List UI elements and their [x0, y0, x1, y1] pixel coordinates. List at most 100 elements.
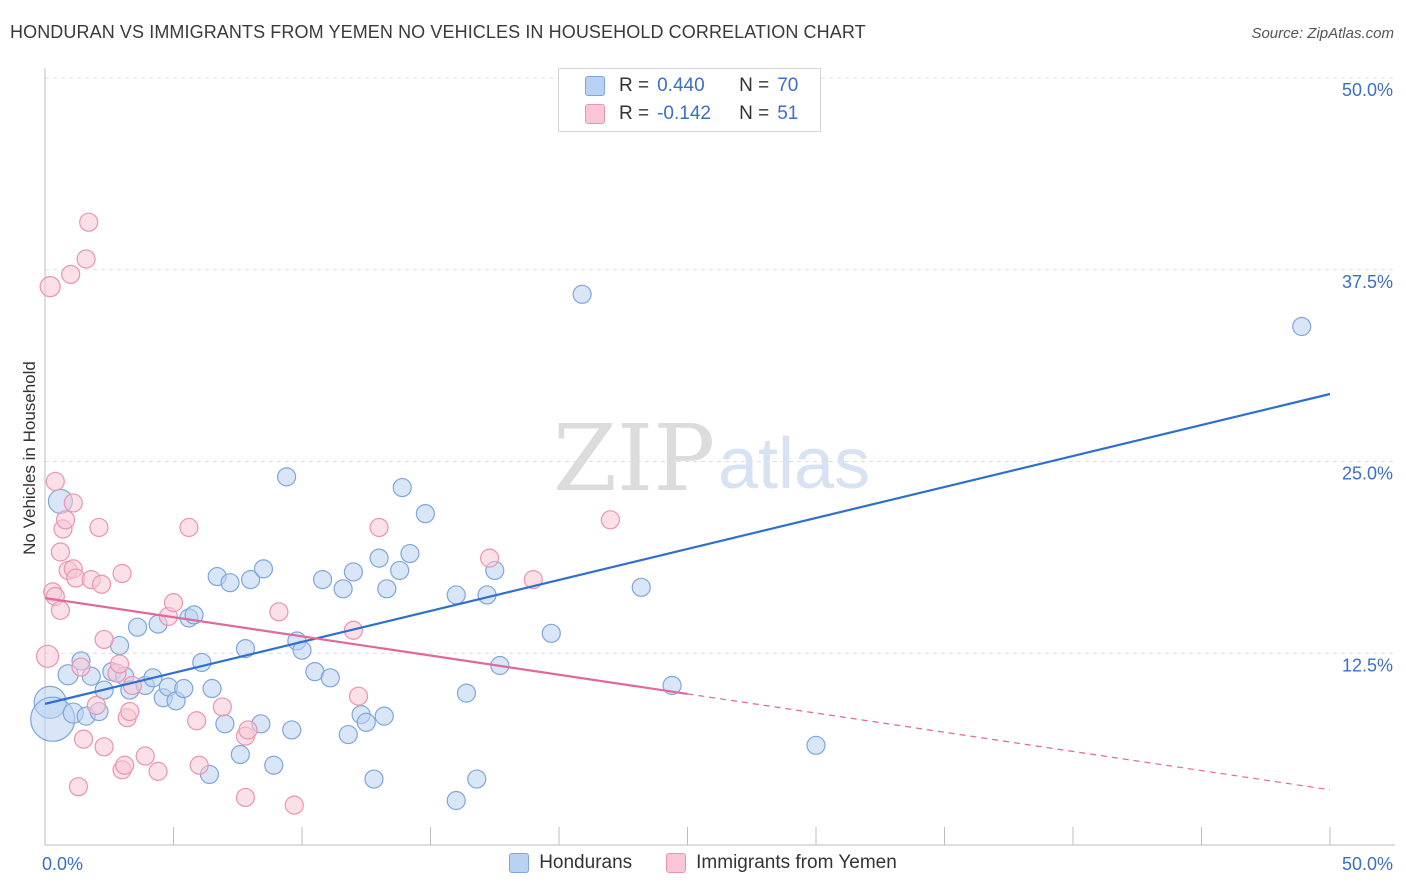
- honduran-point: [377, 579, 397, 599]
- yemen-point: [348, 686, 369, 706]
- honduran-point: [192, 652, 212, 673]
- yemen-point: [120, 701, 140, 722]
- legend-r-value: 0.440: [657, 75, 705, 96]
- honduran-point: [320, 668, 340, 688]
- y-tick-label: 12.5%: [1342, 655, 1393, 675]
- legend-n-value: 51: [777, 103, 799, 124]
- yemen-point: [269, 602, 289, 622]
- honduran-point: [356, 712, 376, 732]
- legend-swatch-pink: [585, 104, 605, 124]
- grid-lines: [45, 77, 1395, 654]
- yemen-trend-line-extension: [687, 693, 1331, 791]
- legend-row-yemen: R = -0.142 N = 51: [585, 101, 798, 127]
- honduran-trend-line: [44, 392, 1331, 705]
- series-legend: Hondurans Immigrants from Yemen: [0, 852, 1406, 874]
- yemen-point: [212, 697, 232, 717]
- honduran-point: [806, 735, 826, 755]
- honduran-point: [220, 573, 240, 593]
- yemen-point: [79, 212, 99, 232]
- y-tick-label: 37.5%: [1342, 272, 1393, 292]
- honduran-point: [202, 678, 222, 699]
- honduran-point: [456, 683, 477, 703]
- legend-swatch-pink: [666, 853, 687, 873]
- honduran-point: [333, 579, 353, 599]
- honduran-point: [343, 562, 363, 582]
- honduran-point: [235, 639, 256, 659]
- yemen-point: [63, 493, 83, 513]
- yemen-point: [163, 593, 184, 613]
- yemen-point: [284, 795, 304, 815]
- yemen-point: [55, 510, 76, 530]
- chart-title: HONDURAN VS IMMIGRANTS FROM YEMEN NO VEH…: [10, 22, 866, 42]
- honduran-point: [276, 467, 297, 487]
- tick-labels: 12.5% 25.0% 37.5% 50.0% 0.0% 50.0%: [42, 80, 1393, 874]
- yemen-point: [71, 657, 91, 677]
- honduran-point: [338, 724, 358, 745]
- yemen-point: [179, 517, 199, 538]
- yemen-trend-line: [44, 596, 688, 695]
- legend-n-label: N =: [739, 75, 770, 96]
- yemen-point: [148, 761, 168, 781]
- yemen-point: [61, 264, 81, 284]
- yemen-point: [115, 755, 135, 775]
- watermark-zip: ZIP: [553, 405, 715, 512]
- legend-swatch-blue: [509, 853, 530, 873]
- legend-item-yemen[interactable]: Immigrants from Yemen: [666, 852, 897, 874]
- yemen-point: [73, 729, 94, 749]
- yemen-point: [50, 542, 71, 562]
- yemen-point: [91, 574, 112, 594]
- legend-item-hondurans[interactable]: Hondurans: [509, 852, 632, 874]
- honduran-point: [364, 769, 384, 789]
- x-tick-label: 0.0%: [42, 854, 83, 874]
- yemen-point: [480, 548, 500, 568]
- yemen-point: [112, 563, 132, 584]
- yemen-point: [39, 276, 61, 298]
- honduran-point: [390, 560, 410, 581]
- honduran-point: [541, 623, 561, 643]
- honduran-point: [446, 790, 466, 811]
- yemen-point: [369, 517, 389, 538]
- yemen-point: [235, 787, 256, 808]
- yemen-point: [68, 777, 89, 797]
- legend-r-value: -0.142: [657, 103, 711, 124]
- honduran-point: [1292, 316, 1312, 337]
- watermark: ZIP atlas: [553, 405, 870, 512]
- yemen-point: [45, 471, 65, 492]
- y-tick-label: 25.0%: [1342, 464, 1393, 484]
- yemen-point: [109, 654, 130, 674]
- yemen-point: [94, 737, 114, 757]
- honduran-point: [446, 585, 466, 605]
- yemen-point: [50, 600, 71, 620]
- honduran-point: [253, 559, 274, 579]
- honduran-point: [241, 570, 261, 590]
- yemen-point: [187, 711, 207, 731]
- stats-legend: R = 0.440 N = 70 R = -0.142 N = 51: [558, 68, 821, 132]
- legend-n-label: N =: [739, 103, 770, 124]
- yemen-points: [35, 212, 621, 815]
- legend-r-label: R =: [619, 75, 650, 96]
- honduran-point: [374, 706, 394, 726]
- watermark-atlas: atlas: [718, 424, 870, 504]
- honduran-point: [415, 504, 435, 524]
- honduran-point: [312, 570, 333, 590]
- honduran-point: [400, 543, 420, 564]
- honduran-point: [282, 720, 302, 740]
- honduran-point: [369, 548, 389, 568]
- legend-label-yemen: Immigrants from Yemen: [696, 852, 897, 873]
- legend-n-value: 70: [777, 75, 799, 96]
- yemen-point: [94, 629, 114, 650]
- honduran-point: [467, 769, 487, 789]
- honduran-point: [230, 744, 250, 765]
- legend-label-hondurans: Hondurans: [539, 852, 633, 873]
- honduran-point: [572, 284, 592, 304]
- trend-lines: [44, 392, 1331, 791]
- honduran-point: [392, 477, 412, 498]
- yemen-point: [76, 249, 96, 269]
- source-label: Source: ZipAtlas.com: [1251, 25, 1394, 42]
- x-tick-label: 50.0%: [1342, 854, 1393, 874]
- yemen-point: [238, 720, 258, 740]
- honduran-point: [264, 755, 284, 775]
- yemen-point: [189, 755, 209, 775]
- yemen-point: [35, 644, 60, 668]
